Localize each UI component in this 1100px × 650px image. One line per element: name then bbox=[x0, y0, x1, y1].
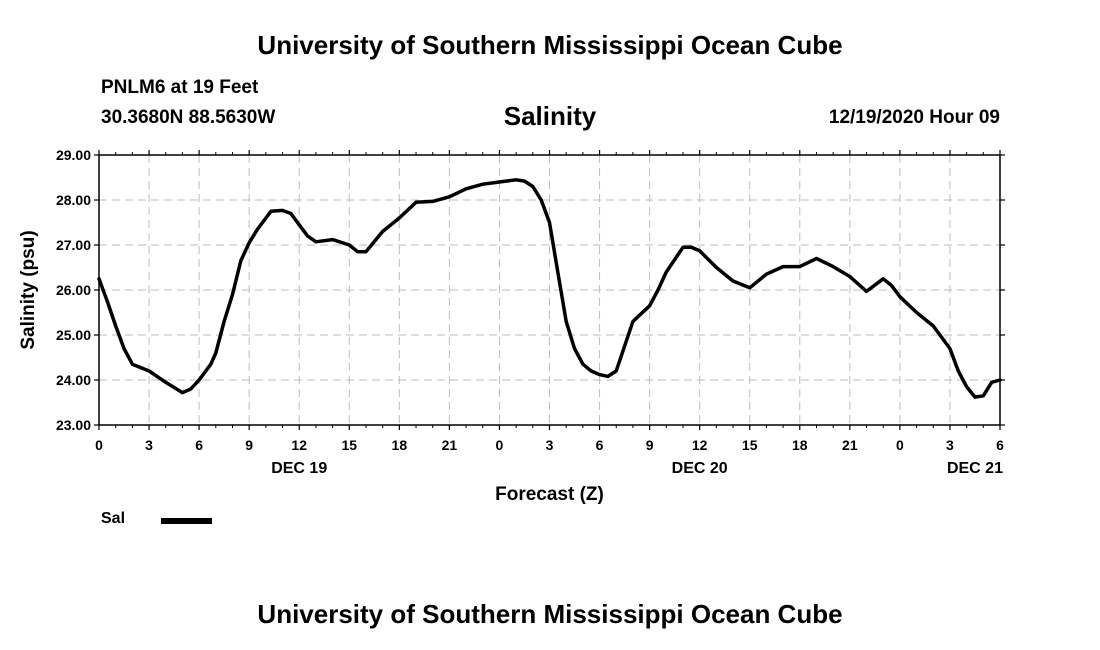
y-tick-label: 23.00 bbox=[56, 417, 91, 433]
y-tick-label: 26.00 bbox=[56, 282, 91, 298]
x-tick-label: 15 bbox=[742, 437, 758, 453]
x-tick-label: 3 bbox=[546, 437, 554, 453]
y-tick-label: 24.00 bbox=[56, 372, 91, 388]
x-tick-label: 12 bbox=[692, 437, 708, 453]
x-tick-label: 9 bbox=[646, 437, 654, 453]
x-tick-label: 21 bbox=[842, 437, 858, 453]
chart-title: Salinity bbox=[503, 101, 597, 131]
x-tick-label: 6 bbox=[996, 437, 1004, 453]
x-tick-label: 18 bbox=[392, 437, 408, 453]
footer-title: University of Southern Mississippi Ocean… bbox=[257, 599, 843, 629]
day-label: DEC 19 bbox=[271, 460, 327, 477]
coordinates-label: 30.3680N 88.5630W bbox=[101, 107, 276, 128]
x-tick-label: 18 bbox=[792, 437, 808, 453]
x-axis-title: Forecast (Z) bbox=[495, 484, 604, 505]
x-tick-label: 9 bbox=[245, 437, 253, 453]
x-tick-label: 3 bbox=[946, 437, 954, 453]
x-tick-label: 15 bbox=[341, 437, 357, 453]
legend-label: Sal bbox=[101, 510, 126, 527]
day-label: DEC 21 bbox=[947, 460, 1003, 477]
page-title: University of Southern Mississippi Ocean… bbox=[257, 30, 843, 60]
x-tick-label: 21 bbox=[442, 437, 458, 453]
x-tick-label: 0 bbox=[496, 437, 504, 453]
x-tick-label: 12 bbox=[291, 437, 307, 453]
series-line-sal bbox=[97, 178, 1002, 399]
y-tick-label: 28.00 bbox=[56, 192, 91, 208]
station-label: PNLM6 at 19 Feet bbox=[101, 77, 259, 98]
x-tick-label: 0 bbox=[95, 437, 103, 453]
forecast-datetime: 12/19/2020 Hour 09 bbox=[828, 107, 1000, 128]
x-tick-label: 3 bbox=[145, 437, 153, 453]
x-tick-label: 6 bbox=[195, 437, 203, 453]
y-tick-label: 29.00 bbox=[56, 147, 91, 163]
y-axis-title: Salinity (psu) bbox=[18, 230, 39, 349]
x-tick-label: 0 bbox=[896, 437, 904, 453]
x-tick-label: 6 bbox=[596, 437, 604, 453]
y-tick-label: 25.00 bbox=[56, 327, 91, 343]
day-label: DEC 20 bbox=[672, 460, 728, 477]
legend-line-sal bbox=[161, 518, 212, 524]
y-tick-label: 27.00 bbox=[56, 237, 91, 253]
